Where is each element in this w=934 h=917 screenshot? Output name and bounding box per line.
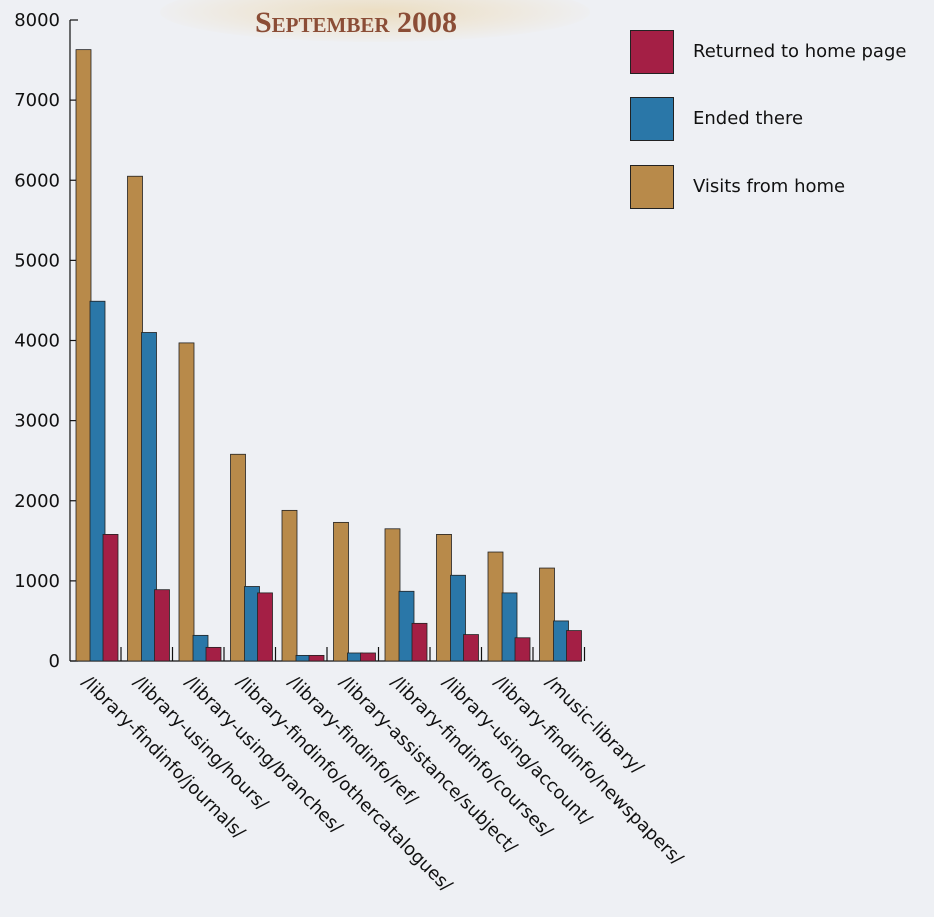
legend-swatch-ended: [630, 97, 674, 141]
y-tick-label: 8000: [14, 10, 60, 31]
bar-visits-from-home: [436, 534, 452, 662]
bar-returned-to-home-page: [566, 630, 582, 662]
bar-returned-to-home-page: [360, 652, 376, 662]
bar-visits-from-home: [178, 342, 195, 662]
bar-visits-from-home: [281, 509, 298, 662]
legend-label-ended: Ended there: [693, 108, 804, 129]
bar-visits-from-home: [539, 567, 555, 662]
bar-returned-to-home-page: [154, 589, 170, 662]
bar-visits-from-home: [127, 175, 143, 662]
bar-returned-to-home-page: [463, 634, 479, 662]
bar-ended-there: [450, 574, 466, 662]
legend-label-returned: Returned to home page: [693, 41, 907, 62]
bar-returned-to-home-page: [514, 637, 531, 662]
chart-legend: Returned to home page Ended there Visits…: [630, 30, 934, 220]
bar-ended-there: [501, 592, 518, 662]
y-tick-label: 1000: [14, 571, 60, 592]
y-tick-label: 6000: [14, 170, 60, 191]
y-tick-label: 5000: [14, 250, 60, 271]
legend-item-visits: Visits from home: [630, 165, 934, 211]
bar-returned-to-home-page: [102, 534, 119, 662]
y-tick-label: 7000: [14, 90, 60, 111]
bar-ended-there: [141, 332, 157, 662]
bar-returned-to-home-page: [205, 646, 222, 662]
bar-visits-from-home: [75, 49, 92, 662]
bar-visits-from-home: [230, 453, 246, 662]
y-tick-label: 2000: [14, 491, 60, 512]
legend-item-ended: Ended there: [630, 97, 934, 143]
legend-swatch-returned: [630, 30, 674, 74]
y-tick-label: 0: [49, 651, 60, 672]
bar-visits-from-home: [487, 551, 504, 662]
bar-returned-to-home-page: [308, 654, 325, 662]
chart-title: September 2008: [254, 6, 458, 39]
bar-returned-to-home-page: [257, 592, 273, 662]
bar-visits-from-home: [333, 521, 349, 662]
bar-returned-to-home-page: [411, 622, 428, 662]
chart-title-area: September 2008: [0, 0, 934, 50]
y-tick-label: 3000: [14, 411, 60, 432]
legend-swatch-visits: [630, 165, 674, 209]
legend-label-visits: Visits from home: [693, 176, 846, 197]
y-tick-label: 4000: [14, 331, 60, 352]
bar-ended-there: [89, 300, 106, 662]
bar-visits-from-home: [384, 528, 401, 662]
legend-item-returned: Returned to home page: [630, 30, 934, 76]
